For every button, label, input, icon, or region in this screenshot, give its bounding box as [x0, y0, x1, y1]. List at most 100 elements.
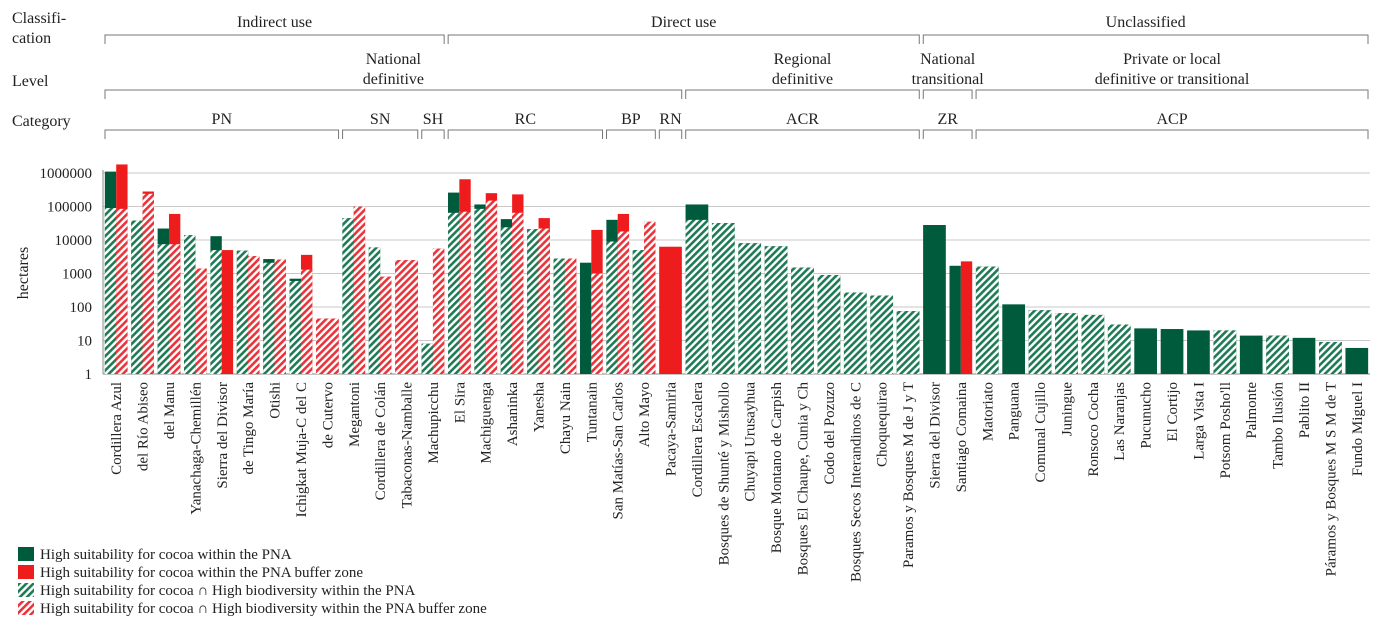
category-group-label: ZR — [937, 111, 958, 128]
y-tick-label: 1 — [85, 367, 93, 383]
category-group-bracket — [447, 129, 604, 139]
x-tick-label: Tuntanain — [584, 382, 600, 443]
bar-buffer-biodiversity — [591, 273, 603, 374]
x-tick-label: Paramos y Bosques M de J y T — [901, 382, 917, 568]
level-group-label: Regional definitive — [772, 51, 833, 88]
bar-buffer-biodiversity — [353, 206, 366, 374]
bar-pna-biodiversity — [606, 241, 618, 374]
legend-label: High suitability for cocoa ∩ High biodiv… — [40, 583, 416, 599]
bar-pna-biodiversity — [184, 235, 196, 374]
x-tick-label: Cordillera Azul — [109, 382, 125, 475]
bar-pna-biodiversity — [104, 208, 117, 374]
bar-pna-suitability — [949, 265, 961, 374]
classification-group-bracket — [104, 34, 445, 44]
x-tick-label: del Manu — [162, 382, 178, 440]
bar-buffer-biodiversity — [195, 268, 207, 374]
level-group-label: Private or local definitive or transition… — [1095, 51, 1250, 88]
x-tick-label: Tabaconas-Namballe — [400, 382, 416, 509]
bar-pna-suitability — [1160, 329, 1184, 374]
category-group-label: RC — [515, 111, 536, 128]
bar-pna-biodiversity — [711, 223, 735, 374]
x-tick-label: Bosques El Chaupe, Cunia y Ch — [796, 382, 812, 576]
category-group-label: PN — [212, 111, 233, 128]
x-tick-label: Palmonte — [1244, 382, 1260, 439]
bar-pna-suitability — [1239, 335, 1263, 374]
bar-pna-biodiversity — [791, 267, 814, 374]
category-group-bracket — [421, 129, 445, 139]
x-tick-label: Cordillera Escalera — [690, 382, 706, 498]
category-group-label: BP — [621, 111, 641, 128]
x-tick-label: de Cutervo — [320, 382, 336, 448]
level-group-bracket — [975, 89, 1369, 99]
bar-pna-biodiversity — [764, 246, 788, 374]
legend-swatch — [18, 583, 34, 597]
bars — [104, 164, 1369, 374]
x-tick-label: Sierra del Divisor — [215, 382, 231, 489]
legend-swatch — [18, 601, 34, 615]
row-labels: Classifi-cation Level Category — [12, 10, 71, 130]
category-group-bracket — [342, 129, 419, 139]
bar-pna-biodiversity — [447, 212, 460, 374]
y-tick-label: 100000 — [47, 200, 92, 216]
bar-pna-suitability — [1292, 337, 1316, 374]
category-group-label: SN — [370, 111, 391, 128]
classification-group-bracket — [922, 34, 1369, 44]
bar-pna-suitability — [1345, 347, 1369, 374]
x-tick-label: Pacaya-Samiria — [664, 382, 680, 476]
x-tick-label: Ronsoco Cocha — [1086, 382, 1102, 477]
level-group-bracket — [104, 89, 683, 99]
bar-pna-suitability — [923, 225, 946, 374]
bar-pna-biodiversity — [368, 247, 381, 374]
x-tick-label: Cordillera de Colán — [373, 382, 389, 501]
x-tick-label: Pablito II — [1297, 382, 1313, 438]
classification-group-label: Direct use — [651, 14, 716, 31]
bar-buffer-biodiversity — [168, 244, 181, 374]
level-group-bracket — [922, 89, 973, 99]
bar-buffer-biodiversity — [274, 259, 286, 374]
x-tick-label: Fundo Miguel I — [1350, 382, 1366, 476]
x-tick-label: Potsom Posho'll — [1218, 382, 1234, 478]
classification-group-label: Indirect use — [237, 14, 312, 31]
bar-pna-biodiversity — [1081, 314, 1105, 374]
y-tick-label: 10 — [77, 334, 92, 350]
x-tick-label: Juningue — [1059, 382, 1075, 437]
x-tick-label: Páramos y Bosques M S M de T — [1323, 382, 1339, 576]
bar-buffer-suitability — [221, 250, 234, 374]
y-tick-label: 1000 — [62, 267, 92, 283]
x-tick-label: Sierra del Divisor — [928, 382, 944, 489]
x-tick-label: Chayu Nain — [558, 382, 574, 455]
grid-lines — [103, 172, 1370, 375]
bar-pna-biodiversity — [263, 262, 275, 374]
category-group-bracket — [658, 129, 683, 139]
bar-pna-biodiversity — [975, 266, 999, 374]
x-tick-label: Las Naranjas — [1112, 382, 1128, 461]
bar-buffer-biodiversity — [395, 260, 418, 374]
classification-group-bracket — [447, 34, 920, 44]
bar-pna-biodiversity — [131, 220, 143, 374]
x-tick-label: Alto Mayo — [637, 382, 653, 447]
x-tick-label: Megantoni — [347, 382, 363, 447]
bar-buffer-biodiversity — [538, 228, 550, 374]
bar-pna-biodiversity — [500, 227, 513, 374]
x-tick-label: Larga Vista I — [1191, 382, 1207, 460]
legend-label: High suitability for cocoa within the PN… — [40, 547, 292, 563]
bar-pna-biodiversity — [817, 275, 841, 374]
bar-pna-biodiversity — [685, 219, 709, 374]
bar-buffer-biodiversity — [644, 221, 656, 374]
y-tick-label: 100 — [70, 300, 93, 316]
bar-buffer-biodiversity — [564, 258, 577, 374]
bar-pna-biodiversity — [1319, 342, 1342, 374]
bar-buffer-biodiversity — [512, 212, 524, 374]
bar-pna-biodiversity — [421, 343, 433, 374]
bar-pna-biodiversity — [553, 258, 565, 374]
legend-swatch — [18, 547, 34, 561]
x-tick-label: del Río Abiseo — [136, 382, 152, 471]
bar-pna-biodiversity — [474, 208, 486, 374]
bar-buffer-biodiversity — [116, 208, 128, 374]
group-brackets: Indirect use Direct use Unclassified Nation… — [104, 14, 1369, 139]
x-tick-label: Pucunucho — [1139, 382, 1155, 449]
y-tick-label: 10000 — [55, 233, 93, 249]
bar-buffer-biodiversity — [142, 193, 154, 374]
bar-pna-biodiversity — [632, 250, 645, 374]
